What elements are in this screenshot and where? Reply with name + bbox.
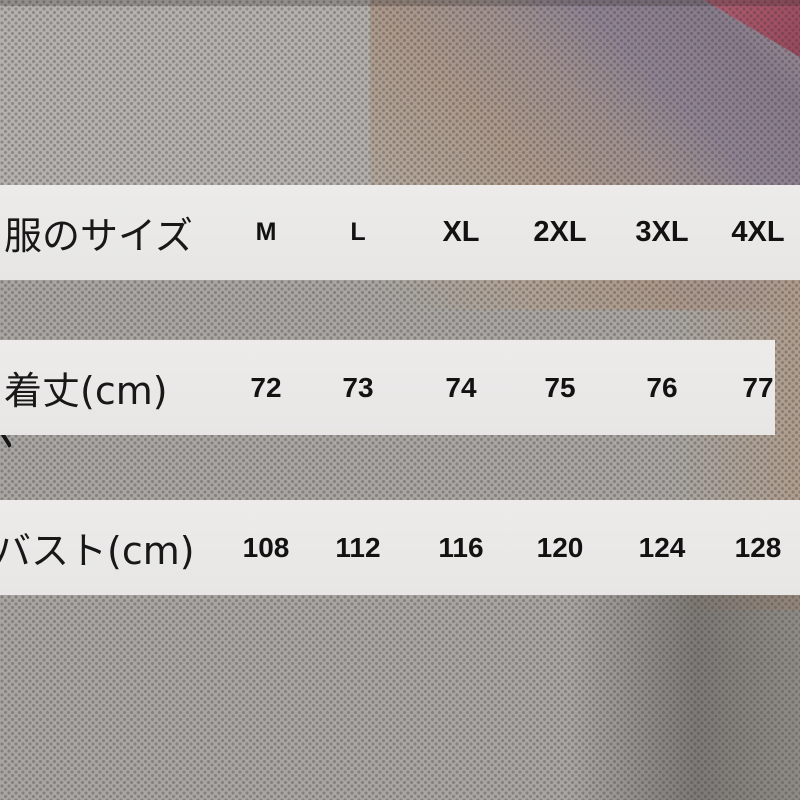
row-header-size: 服のサイズ xyxy=(4,214,193,258)
length-value-cell: 77 xyxy=(742,371,774,403)
bust-value-cell: 116 xyxy=(438,531,484,563)
length-value-cell: 75 xyxy=(544,371,576,403)
size-label-cell: L xyxy=(350,218,366,246)
row-header-length: 着丈(cm) xyxy=(4,369,168,413)
size-table-header-row: 服のサイズ M L XL 2XL 3XL 4XL xyxy=(0,185,800,448)
bust-value-cell: 128 xyxy=(734,531,782,563)
size-label-cell: XL xyxy=(442,216,480,248)
size-label-cell: 4XL xyxy=(731,216,785,248)
bust-value-cell: 124 xyxy=(638,531,686,563)
length-value-cell: 72 xyxy=(250,371,282,403)
length-value-cell: 74 xyxy=(445,371,477,403)
row-header-bust: バスト(cm) xyxy=(0,529,195,573)
fabric-shadow-bottom-right xyxy=(570,588,800,800)
bust-value-cell: 108 xyxy=(242,531,290,563)
size-label-cell: 3XL xyxy=(635,216,689,248)
pink-fabric-corner xyxy=(704,0,800,58)
size-label-cell: M xyxy=(255,218,277,246)
length-value-cell: 76 xyxy=(646,371,678,403)
size-label-cell: 2XL xyxy=(533,216,587,248)
top-edge-shadow xyxy=(0,0,800,6)
fabric-highlight-area xyxy=(0,0,580,195)
length-value-cell: 73 xyxy=(342,371,374,403)
size-table-bust-row: バスト(cm) 108 112 116 120 124 128 xyxy=(0,500,800,595)
bust-value-cell: 120 xyxy=(536,531,584,563)
bust-value-cell: 112 xyxy=(335,531,381,563)
size-table-length-row: 着丈(cm) 72 73 74 75 76 77 xyxy=(0,340,775,435)
